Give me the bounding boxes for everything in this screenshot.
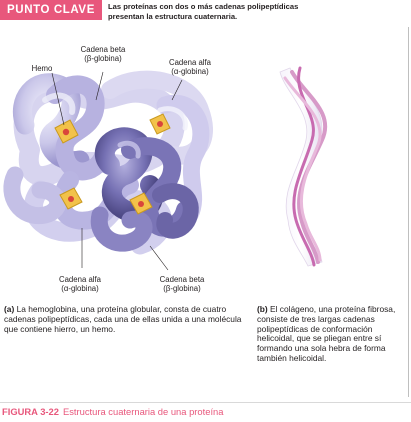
heme-group-3 [129,192,153,215]
figure-caption-title: FIGURA 3-22 Estructura cuaternaria de una… [2,406,223,417]
label-beta-bottom: Cadena beta (β-globina) [159,275,205,293]
figure-title: Estructura cuaternaria de una proteína [62,406,224,417]
caption-a-tag: (a) [4,304,15,314]
caption-b-text: El colágeno, una proteína fibrosa, consi… [257,304,396,363]
protein-illustration [3,66,328,271]
key-point-header: PUNTO CLAVE Las proteínas con dos o más … [0,0,411,27]
label-alpha-top: Cadena alfa (α-globina) [168,58,212,76]
heme-group-2 [59,187,83,210]
label-hemo: Hemo [31,64,53,73]
caption-b: (b) El colágeno, una proteína fibrosa, c… [257,304,407,364]
figure-divider [0,402,411,403]
caption-b-tag: (b) [257,304,268,314]
key-point-line-2: presentan la estructura cuaternaria. [108,11,238,21]
heme-group-1 [54,119,79,144]
heme-group-4 [149,113,171,135]
collagen-triple-helix [279,66,328,267]
label-alpha-bottom: Cadena alfa (α-globina) [58,275,102,293]
key-point-line-1: Las proteínas con dos o más cadenas poli… [108,2,299,11]
key-point-text: Las proteínas con dos o más cadenas poli… [108,2,408,21]
figure-number: FIGURA 3-22 [2,406,59,417]
caption-a-text: La hemoglobina, una proteína globular, c… [4,304,242,334]
label-beta-top: Cadena beta (β-globina) [80,45,126,63]
hemoglobin-molecule [3,70,213,255]
punto-clave-badge: PUNTO CLAVE [0,0,102,20]
caption-a: (a) La hemoglobina, una proteína globula… [4,304,244,334]
label-leader-lines [51,71,183,271]
